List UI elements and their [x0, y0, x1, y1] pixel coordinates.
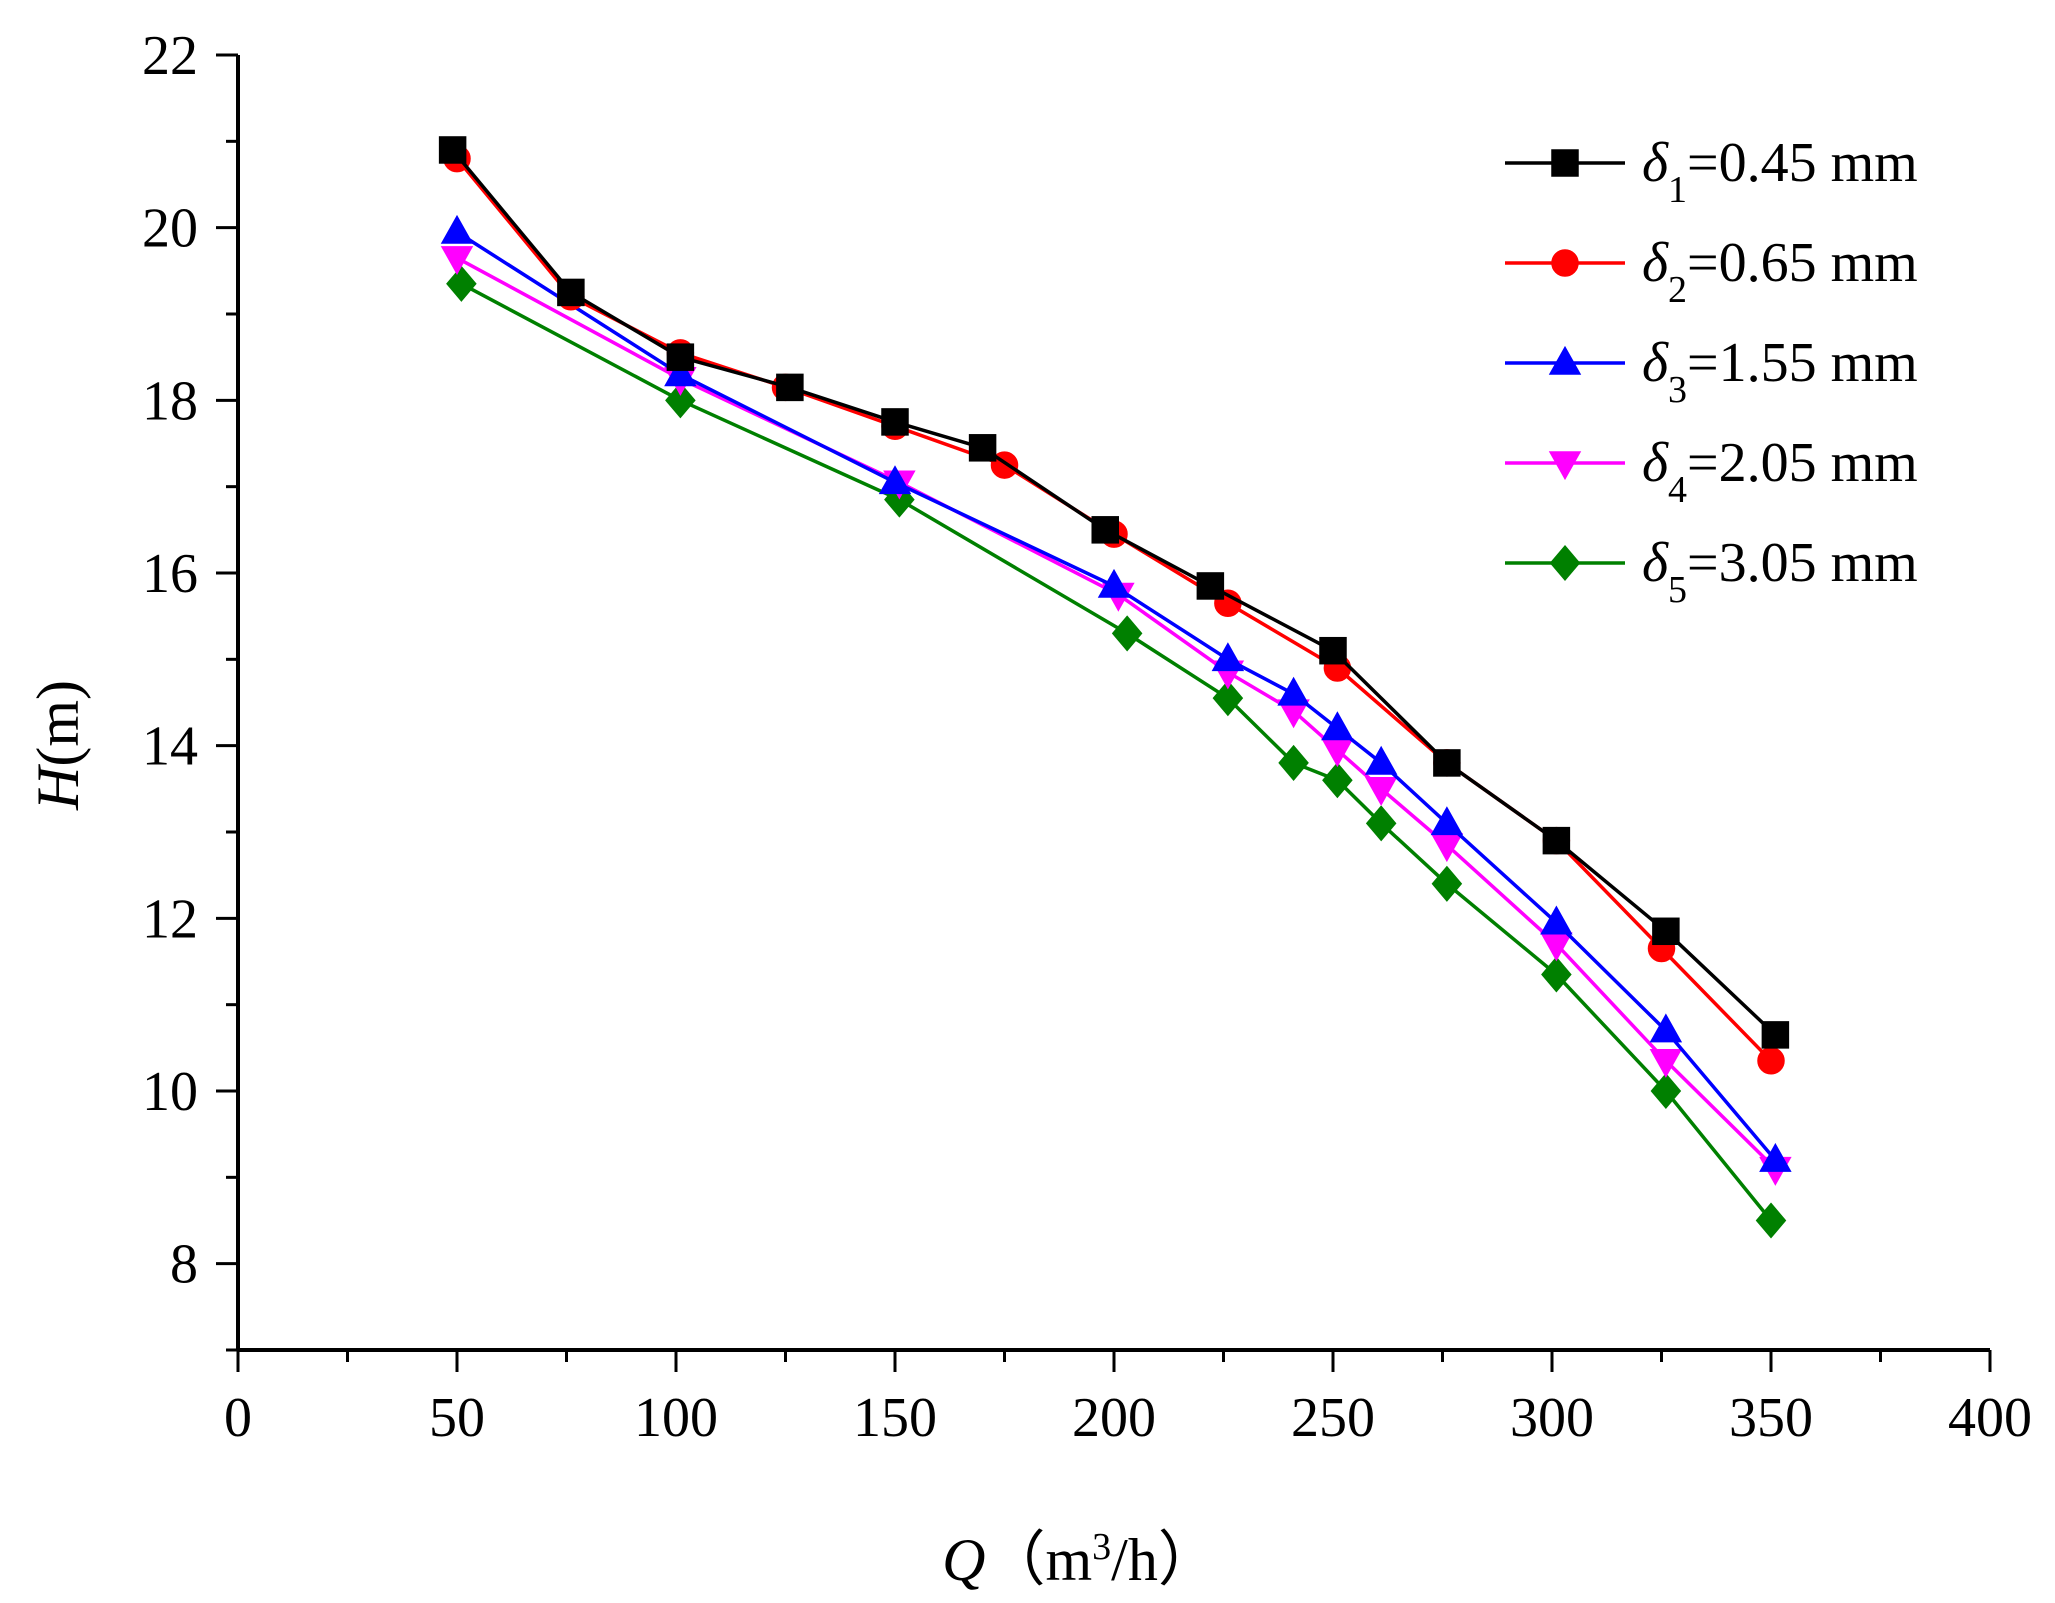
- data-point: [446, 265, 477, 302]
- data-point: [1430, 806, 1464, 836]
- x-tick-label: 100: [634, 1387, 718, 1449]
- data-point: [1431, 865, 1463, 902]
- data-point: [1322, 762, 1353, 799]
- axis-titles: Q（m3/h） H(m): [25, 680, 1218, 1593]
- y-tick-label: 8: [170, 1234, 198, 1296]
- data-point: [1650, 1072, 1682, 1110]
- x-tick-label: 50: [429, 1387, 485, 1449]
- data-point: [1212, 680, 1244, 717]
- legend-label: δ4=2.05 mm: [1642, 432, 1918, 511]
- legend-label: δ5=3.05 mm: [1642, 532, 1918, 611]
- legend: δ1=0.45 mm δ2=0.65 mm δ3=1.55 mm δ4=2.05 mm…: [1505, 132, 1918, 611]
- data-point: [440, 246, 474, 276]
- y-axis-title: H(m): [25, 680, 91, 811]
- x-tick-label: 400: [1948, 1387, 2032, 1449]
- series-line: [456, 230, 1777, 1162]
- data-point: [1433, 749, 1461, 777]
- series-layer: [438, 136, 1792, 1239]
- data-point: [1211, 642, 1245, 672]
- data-point: [438, 136, 467, 164]
- series-1: [438, 136, 1790, 1049]
- x-axis-title: Q（m3/h）: [942, 1526, 1218, 1593]
- data-point: [968, 434, 997, 462]
- series-line: [455, 157, 1773, 1063]
- data-point: [1277, 676, 1310, 706]
- x-axis-title-symbol: Q: [942, 1527, 985, 1593]
- axes: 0 50 100 150 200 250 300 350 400 8 10 12 14 16 18 20 22: [142, 25, 2032, 1449]
- y-tick-label: 14: [142, 716, 198, 778]
- data-point: [1365, 805, 1397, 842]
- legend-item-3: δ3=1.55 mm: [1505, 332, 1918, 411]
- data-point: [1542, 826, 1571, 855]
- legend-marker: [1551, 149, 1579, 177]
- series-line: [456, 256, 1777, 1170]
- data-point: [776, 373, 804, 402]
- data-point: [1761, 1021, 1790, 1049]
- legend-marker: [1548, 451, 1582, 481]
- legend-marker: [1551, 249, 1579, 277]
- data-point: [1652, 917, 1680, 946]
- series-line: [460, 282, 1773, 1222]
- data-point: [1111, 615, 1143, 652]
- series-2: [443, 144, 1785, 1075]
- legend-item-4: δ4=2.05 mm: [1505, 432, 1918, 511]
- data-point: [440, 214, 474, 244]
- data-point: [1649, 1013, 1683, 1043]
- data-point: [1755, 1202, 1787, 1239]
- series-4: [440, 246, 1792, 1186]
- x-axis-title-rest: /h）: [1111, 1527, 1218, 1593]
- data-point: [1321, 711, 1354, 741]
- legend-item-5: δ5=3.05 mm: [1505, 532, 1918, 611]
- y-tick-label: 12: [142, 888, 198, 950]
- x-axis-title-open: （m: [986, 1527, 1093, 1593]
- data-point: [1364, 777, 1398, 806]
- data-point: [1649, 1048, 1683, 1078]
- y-tick-label: 22: [142, 25, 198, 87]
- series-5: [446, 265, 1787, 1239]
- data-point: [878, 465, 912, 495]
- data-point: [1759, 1142, 1792, 1172]
- y-tick-label: 18: [142, 370, 198, 432]
- x-axis-title-sup: 3: [1092, 1526, 1111, 1568]
- legend-item-1: δ1=0.45 mm: [1505, 132, 1918, 211]
- legend-label: δ2=0.65 mm: [1642, 232, 1918, 311]
- data-point: [1097, 568, 1131, 598]
- data-point: [1541, 956, 1572, 993]
- legend-label: δ3=1.55 mm: [1642, 332, 1918, 411]
- x-tick-label: 150: [853, 1387, 937, 1449]
- y-tick-label: 16: [142, 543, 198, 605]
- data-point: [664, 357, 697, 387]
- x-tick-label: 350: [1729, 1387, 1813, 1449]
- data-point: [1757, 1047, 1785, 1075]
- legend-item-2: δ2=0.65 mm: [1505, 232, 1918, 311]
- data-point: [1540, 905, 1573, 935]
- y-tick-label: 20: [142, 198, 198, 260]
- data-point: [1278, 744, 1309, 781]
- x-tick-label: 300: [1510, 1387, 1594, 1449]
- y-axis-title-rest: (m): [25, 680, 91, 767]
- legend-marker: [1549, 544, 1581, 582]
- x-tick-label: 0: [224, 1387, 252, 1449]
- y-tick-label: 10: [142, 1061, 198, 1123]
- data-point: [557, 278, 585, 307]
- data-point: [881, 408, 909, 436]
- y-axis-title-symbol: H: [25, 763, 91, 811]
- data-point: [666, 343, 695, 371]
- data-point: [1319, 636, 1347, 665]
- x-tick-label: 250: [1291, 1387, 1375, 1449]
- legend-marker: [1548, 345, 1582, 375]
- legend-label: δ1=0.45 mm: [1642, 132, 1918, 211]
- data-point: [1196, 572, 1225, 600]
- data-point: [1091, 516, 1119, 544]
- x-tick-label: 200: [1072, 1387, 1156, 1449]
- data-point: [1364, 745, 1398, 775]
- series-3: [440, 214, 1792, 1172]
- data-point: [665, 382, 696, 419]
